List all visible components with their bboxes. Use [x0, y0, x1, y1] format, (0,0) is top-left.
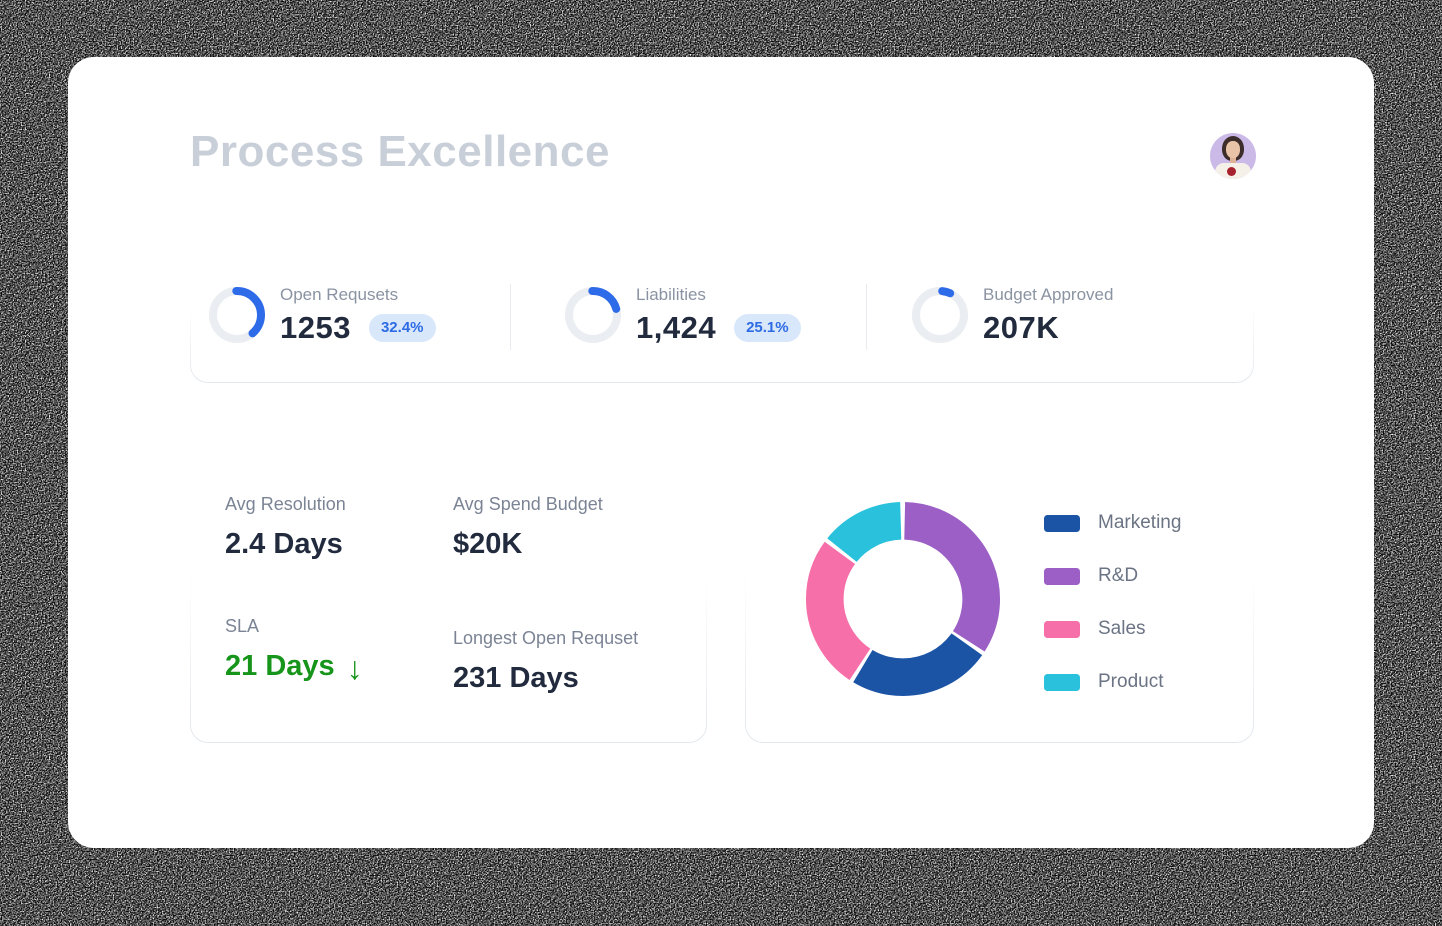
avatar-face: [1226, 141, 1240, 158]
avatar-neck: [1230, 155, 1236, 163]
stat-longest-open-request: Longest Open Requset 231 Days: [453, 626, 638, 694]
trend-down-icon: ↓: [346, 650, 363, 686]
kpi-label: Budget Approved: [983, 285, 1114, 304]
stat-label: Avg Resolution: [225, 494, 346, 514]
legend-swatch-icon: [1044, 514, 1080, 532]
kpi-divider: [510, 284, 511, 350]
legend-label: R&D: [1098, 565, 1139, 586]
stat-value: 2.4 Days: [225, 528, 343, 560]
legend-item-marketing: Marketing: [1044, 512, 1182, 533]
kpi-divider: [866, 284, 867, 350]
kpi-budget-approved: Budget Approved 207K: [912, 284, 1113, 345]
kpi-summary-card: Open Requsets 1253 32.4%: [190, 253, 1254, 383]
donut-segment-sales: [805, 501, 1001, 697]
department-donut-card-body: Marketing R&D Sales Product: [746, 456, 1253, 742]
department-donut-card: Marketing R&D Sales Product: [745, 455, 1254, 743]
legend-swatch-icon: [1044, 567, 1080, 585]
progress-ring-icon: [565, 287, 621, 343]
stat-value: 21 Days: [225, 650, 335, 682]
stat-value: 231 Days: [453, 662, 579, 694]
progress-ring-icon: [209, 287, 265, 343]
kpi-value: 1253: [280, 310, 351, 345]
stat-value: $20K: [453, 528, 523, 560]
kpi-summary-card-body: Open Requsets 1253 32.4%: [191, 254, 1253, 382]
stats-card-body: Avg Resolution 2.4 Days Avg Spend Budget…: [191, 456, 706, 742]
avatar[interactable]: [1210, 133, 1256, 179]
kpi-liabilities: Liabilities 1,424 25.1%: [565, 284, 801, 345]
kpi-label: Open Requsets: [280, 285, 399, 304]
legend-item-product: Product: [1044, 671, 1181, 692]
kpi-open-requests: Open Requsets 1253 32.4%: [209, 284, 436, 345]
progress-ring-icon: [912, 287, 968, 343]
legend-swatch-icon: [1044, 673, 1080, 691]
page-title: Process Excellence: [190, 127, 610, 176]
stat-label: Longest Open Requset: [453, 628, 639, 648]
kpi-value: 207K: [983, 310, 1060, 345]
legend-item-rd: R&D: [1044, 565, 1181, 586]
kpi-value: 1,424: [636, 310, 717, 345]
dashboard-panel: Process Excellence: [68, 57, 1374, 848]
legend-swatch-icon: [1044, 620, 1080, 638]
legend-label: Marketing: [1098, 512, 1182, 533]
stat-label: Avg Spend Budget: [453, 494, 603, 514]
donut-chart: [805, 501, 1001, 697]
stat-label: SLA: [225, 616, 260, 636]
donut-segment-marketing: [805, 501, 1001, 697]
kpi-percent-badge: 32.4%: [368, 314, 436, 342]
legend-label: Product: [1098, 671, 1164, 692]
stat-avg-resolution: Avg Resolution 2.4 Days: [225, 492, 346, 560]
stats-card: Avg Resolution 2.4 Days Avg Spend Budget…: [190, 455, 707, 743]
stat-sla: SLA 21 Days ↓: [225, 614, 363, 686]
avatar-flower: [1227, 167, 1236, 176]
kpi-percent-badge: 25.1%: [734, 314, 801, 342]
legend-label: Sales: [1098, 618, 1146, 639]
chart-legend: Marketing R&D Sales Product: [1044, 512, 1182, 726]
stat-avg-spend-budget: Avg Spend Budget $20K: [453, 492, 603, 560]
kpi-label: Liabilities: [636, 285, 706, 304]
donut-segment-rd: [805, 501, 1001, 697]
legend-item-sales: Sales: [1044, 618, 1181, 639]
